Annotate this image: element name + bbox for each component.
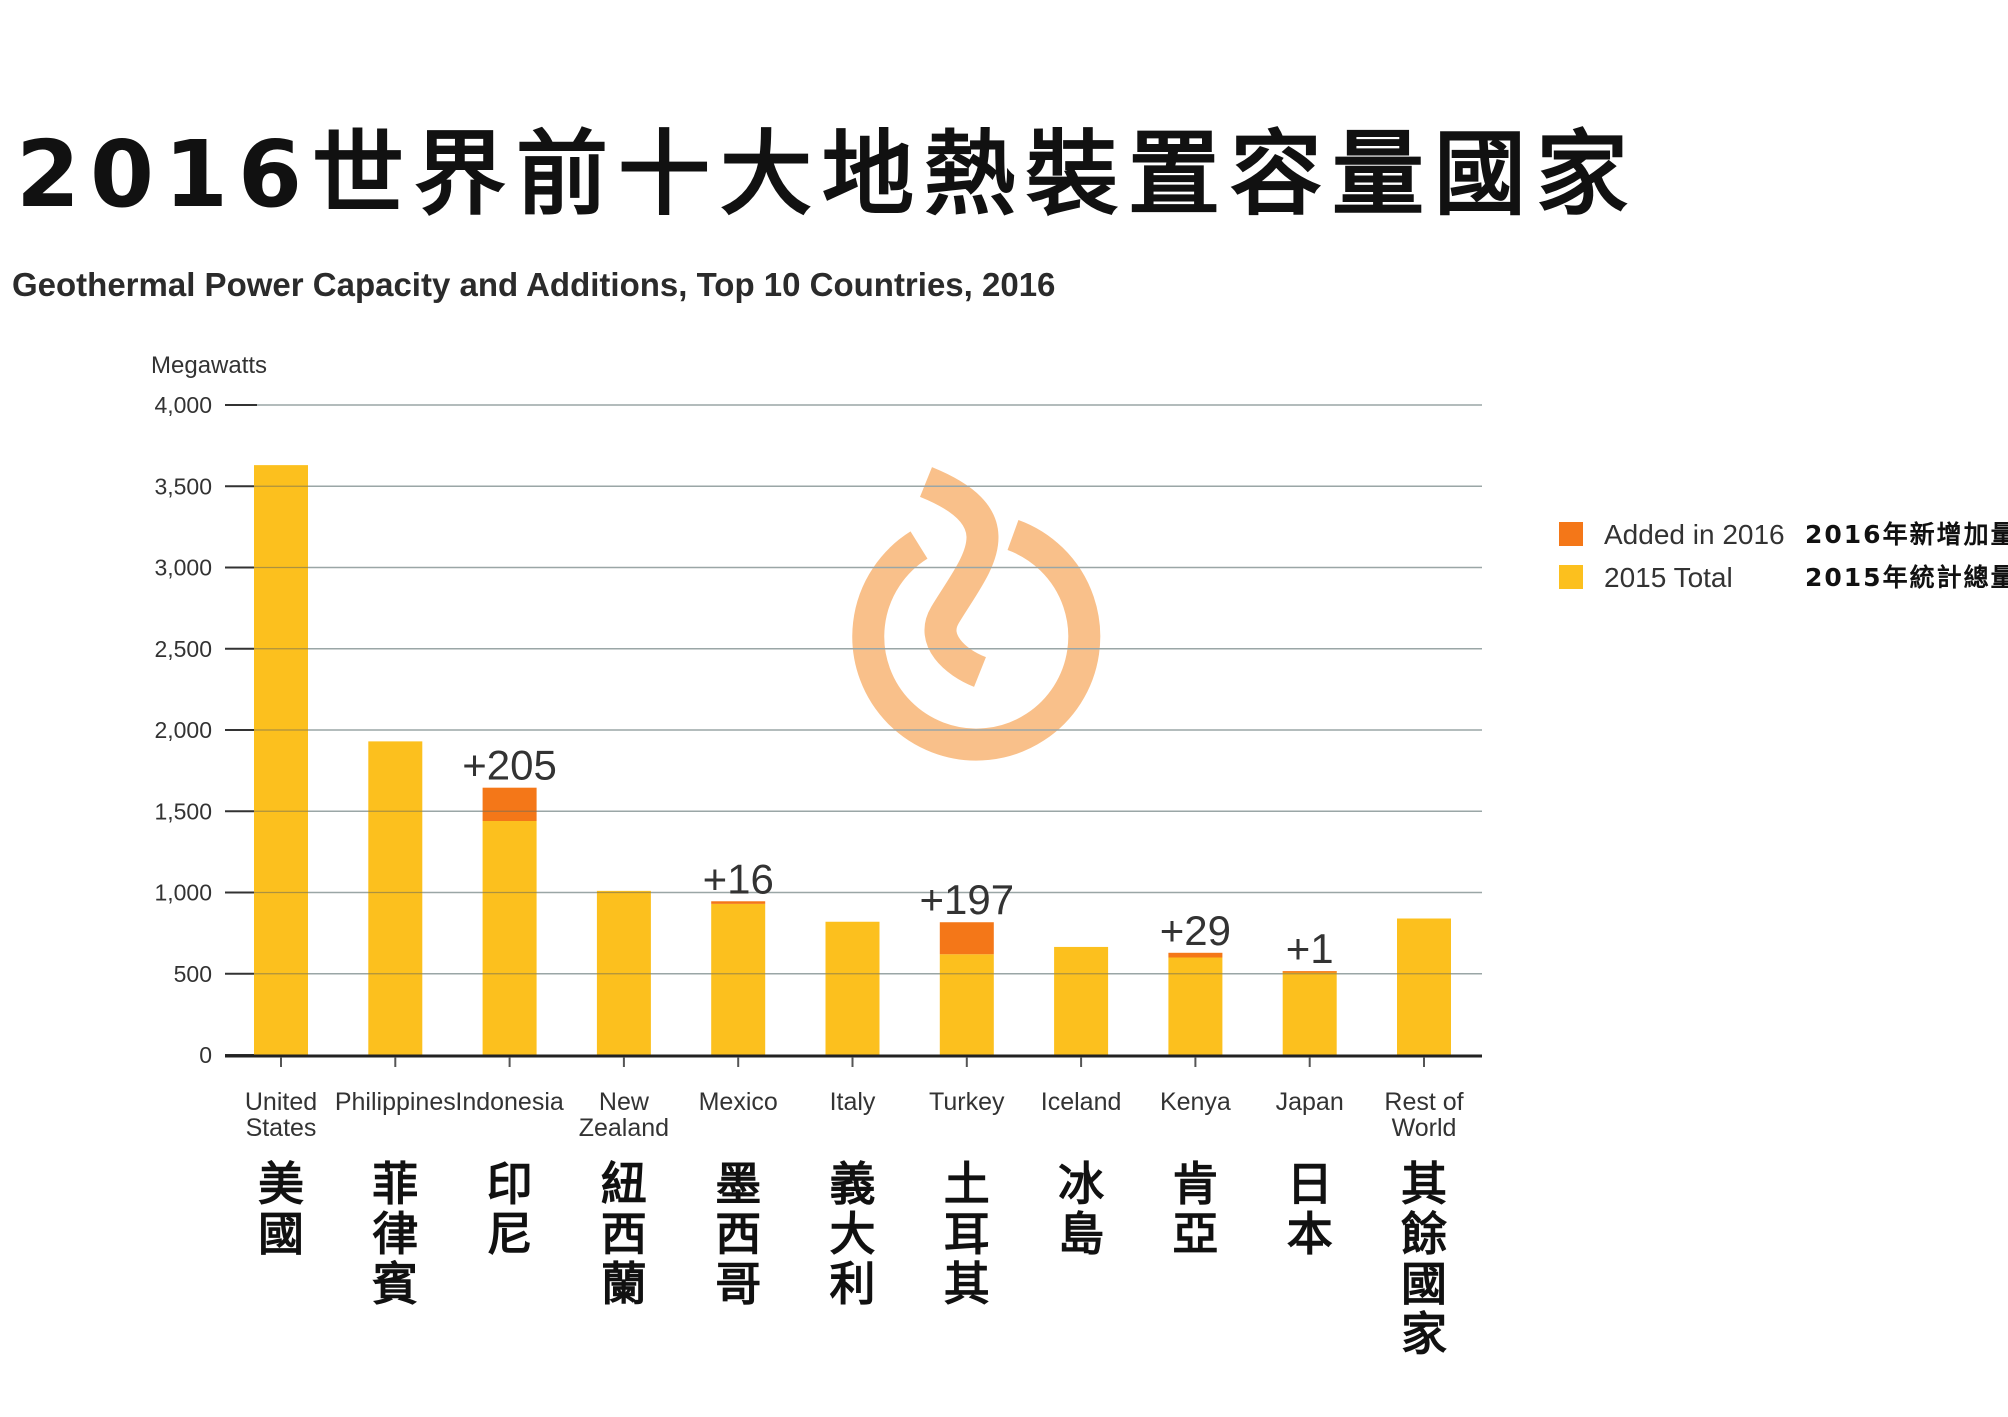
y-tick-label: 0 <box>199 1042 212 1068</box>
x-tick-label-zh: 餘 <box>1401 1207 1448 1261</box>
x-tick-label: Mexico <box>699 1088 778 1116</box>
x-tick-label-zh: 哥 <box>715 1257 761 1311</box>
logo-watermark <box>852 467 1101 761</box>
chart-title: Geothermal Power Capacity and Additions,… <box>12 266 1056 303</box>
x-tick-label: Indonesia <box>455 1088 564 1116</box>
x-tick-label-zh: 利 <box>830 1257 876 1311</box>
data-label: +29 <box>1160 907 1231 954</box>
x-tick-label-zh: 墨 <box>715 1157 761 1211</box>
bar-2015-total <box>368 741 423 1055</box>
y-tick-label: 2,500 <box>154 636 212 662</box>
x-tick-label-zh: 美 <box>258 1157 304 1211</box>
y-tick-label: 1,500 <box>154 798 212 824</box>
x-tick-label-zh: 蘭 <box>601 1257 647 1311</box>
page-title-zh: 2016世界前十大地熱裝置容量國家 <box>16 121 1639 228</box>
legend-swatch <box>1559 522 1583 546</box>
y-tick-label: 1,000 <box>154 880 212 906</box>
x-tick-label: Turkey <box>929 1088 1005 1116</box>
x-tick-label-zh: 島 <box>1058 1207 1104 1261</box>
x-tick-label: Zealand <box>579 1114 669 1142</box>
bar-added-2016 <box>1282 971 1337 973</box>
legend-swatch <box>1559 565 1583 589</box>
legend-label-zh: 2016年新增加量 <box>1805 520 2008 549</box>
x-tick-label: Rest of <box>1384 1088 1463 1116</box>
bar-2015-total <box>825 921 880 1055</box>
bar-2015-total <box>254 465 308 1055</box>
x-tick-label-zh: 菲 <box>372 1157 418 1211</box>
grid-lines: 0 500 1,000 1,500 2,000 2,500 3,000 3,500 4,000 M… <box>151 352 1482 1068</box>
x-tick-label-zh: 亞 <box>1172 1207 1218 1261</box>
x-tick-label-zh: 尼 <box>487 1207 533 1261</box>
x-tick-label-zh: 其 <box>944 1257 990 1311</box>
y-tick-label: 4,000 <box>154 392 212 418</box>
x-tick-label: Italy <box>830 1088 876 1116</box>
bar-added-2016 <box>939 922 994 955</box>
data-label: +197 <box>919 876 1014 923</box>
x-tick-label-zh: 國 <box>1401 1257 1447 1311</box>
x-tick-label-zh: 肯 <box>1172 1157 1218 1211</box>
x-tick-label: Iceland <box>1041 1088 1122 1116</box>
x-tick-label-zh: 家 <box>1401 1307 1447 1361</box>
bars <box>254 465 1451 1055</box>
x-tick-label-zh: 大 <box>830 1207 876 1261</box>
axes <box>225 1054 1482 1067</box>
x-tick-label-zh: 賓 <box>372 1257 418 1311</box>
legend-label: Added in 2016 <box>1604 519 1785 550</box>
bar-added-2016 <box>482 787 537 821</box>
bar-2015-total <box>596 890 651 1055</box>
x-tick-label-zh: 西 <box>715 1207 761 1261</box>
logo-flame <box>919 467 999 687</box>
bar-2015-total <box>1282 971 1337 1055</box>
x-tick-label-zh: 土 <box>944 1157 990 1211</box>
x-tick-label: Philippines <box>335 1088 456 1116</box>
x-tick-label: States <box>246 1114 317 1142</box>
labels: UnitedStates美國Philippines菲律賓Indonesia印尼+… <box>245 742 1464 1361</box>
x-tick-label-zh: 紐 <box>601 1157 647 1211</box>
data-label: +1 <box>1286 925 1334 972</box>
x-tick-label: Kenya <box>1160 1088 1231 1116</box>
bar-2015-total <box>1054 946 1109 1055</box>
bar-2015-total <box>1397 918 1451 1055</box>
x-tick-label-zh: 義 <box>830 1157 876 1211</box>
data-label: +16 <box>703 855 774 902</box>
x-tick-label-zh: 律 <box>372 1207 418 1261</box>
legend-label: 2015 Total <box>1604 562 1733 593</box>
y-tick-label: 3,500 <box>154 473 212 499</box>
x-tick-label: Japan <box>1276 1088 1344 1116</box>
logo-ring <box>852 519 1101 761</box>
y-tick-label: 3,000 <box>154 555 212 581</box>
x-tick-label-zh: 本 <box>1287 1207 1333 1261</box>
data-label: +205 <box>462 742 557 789</box>
bar-2015-total <box>939 954 994 1055</box>
bar-added-2016 <box>1168 952 1223 958</box>
bar-2015-total <box>482 821 537 1055</box>
y-tick-label: 2,000 <box>154 717 212 743</box>
legend-label-zh: 2015年統計總量 <box>1805 563 2008 592</box>
bar-added-2016 <box>711 901 766 904</box>
bar-2015-total <box>1168 957 1223 1055</box>
x-tick-label-zh: 日 <box>1287 1157 1333 1211</box>
bar-2015-total <box>711 903 766 1055</box>
y-axis-label: Megawatts <box>151 352 267 379</box>
x-tick-label-zh: 國 <box>258 1207 304 1261</box>
x-tick-label-zh: 冰 <box>1058 1157 1105 1211</box>
y-tick-label: 500 <box>174 961 212 987</box>
x-tick-label: World <box>1392 1114 1457 1142</box>
x-tick-label: New <box>599 1088 650 1116</box>
x-tick-label-zh: 印 <box>487 1157 533 1211</box>
x-tick-label: United <box>245 1088 317 1116</box>
x-tick-label-zh: 西 <box>601 1207 647 1261</box>
x-tick-label-zh: 其 <box>1401 1157 1447 1211</box>
legend: Added in 2016 2016年新增加量 2015 Total 2015年統計總… <box>1559 519 2008 593</box>
x-tick-label-zh: 耳 <box>944 1207 990 1261</box>
